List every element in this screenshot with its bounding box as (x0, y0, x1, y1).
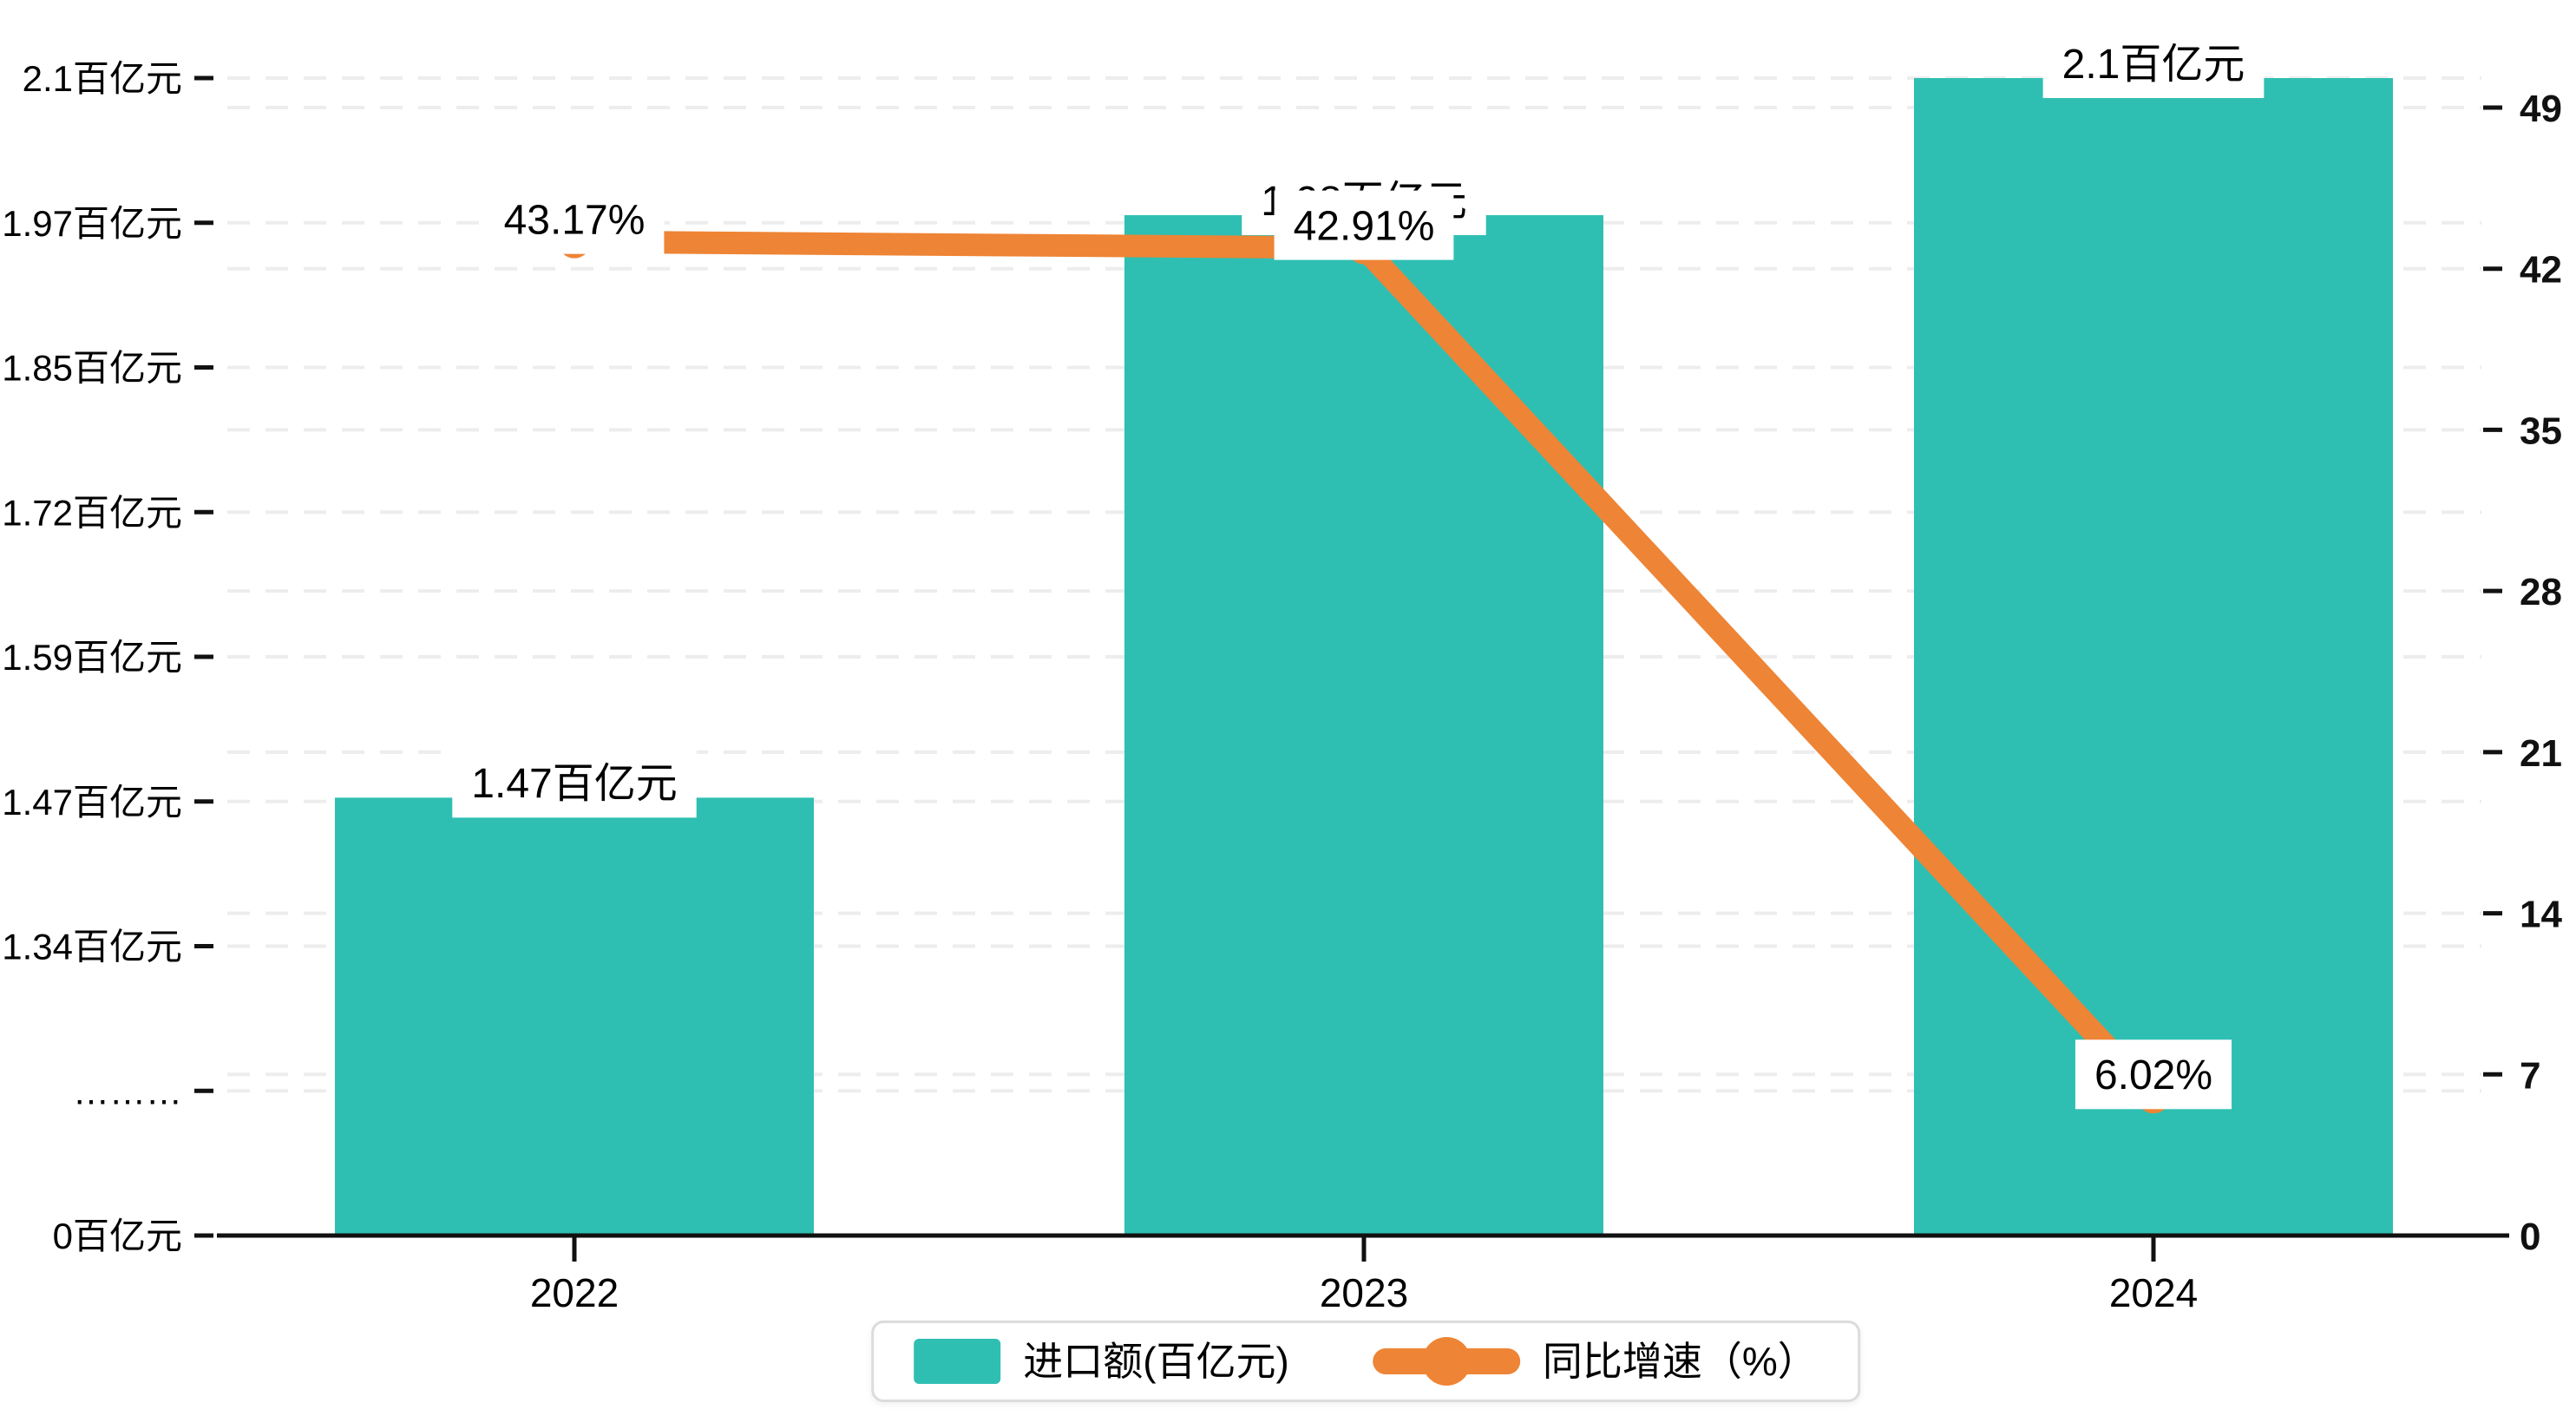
line-label-2022: 43.17% (484, 184, 665, 254)
x-label-2024: 2024 (2109, 1270, 2198, 1315)
x-label-2023: 2023 (1320, 1270, 1408, 1315)
bar-swatch-icon (914, 1339, 1001, 1384)
left-tick-label-0: 0百亿元 (53, 1216, 182, 1256)
left-tick-label-1: ……… (73, 1071, 182, 1111)
line-label-2022-bg (484, 184, 665, 254)
bar-label-2024-bg (2042, 29, 2265, 98)
x-label-2022: 2022 (530, 1270, 619, 1315)
line-marker-icon (1372, 1337, 1520, 1386)
left-tick-label-6: 1.85百亿元 (2, 348, 182, 389)
right-tick-label-2: 14 (2520, 894, 2562, 936)
bar-label-2022-text: 1.47百亿元 (471, 761, 677, 807)
right-tick-label-7: 49 (2520, 88, 2562, 130)
right-tick-label-1: 7 (2520, 1054, 2540, 1097)
right-tick-label-3: 21 (2520, 732, 2562, 775)
left-tick-label-3: 1.47百亿元 (2, 782, 182, 823)
legend: 进口额(百亿元) 同比增速（%） (871, 1321, 1860, 1402)
left-tick-label-5: 1.72百亿元 (2, 492, 182, 533)
line-label-2024: 6.02% (2075, 1039, 2232, 1110)
legend-item-growth[interactable]: 同比增速（%） (1372, 1337, 1818, 1386)
left-tick-label-8: 2.1百亿元 (23, 58, 182, 99)
legend-item-imports[interactable]: 进口额(百亿元) (914, 1339, 1289, 1384)
left-tick-label-7: 1.97百亿元 (2, 203, 182, 244)
legend-label-imports: 进口额(百亿元) (1023, 1339, 1289, 1384)
bar-label-2024-text: 2.1百亿元 (2062, 42, 2245, 88)
line-label-2023-text: 42.91% (1294, 203, 1435, 249)
left-tick-label-4: 1.59百亿元 (2, 637, 182, 678)
bar-label-2022-bg (452, 748, 697, 818)
right-tick-label-4: 28 (2520, 571, 2562, 613)
line-label-2022-text: 43.17% (504, 197, 646, 243)
right-tick-label-0: 0 (2520, 1216, 2540, 1258)
right-tick-label-6: 42 (2520, 249, 2562, 292)
line-label-2024-text: 6.02% (2094, 1052, 2212, 1098)
bar-label-2022: 1.47百亿元 (452, 748, 697, 818)
legend-label-growth: 同比增速（%） (1542, 1339, 1818, 1384)
line-dot-icon (1421, 1337, 1471, 1386)
bar-label-2024: 2.1百亿元 (2042, 29, 2265, 98)
bar-2023[interactable] (1124, 214, 1603, 1236)
right-tick-label-5: 35 (2520, 410, 2562, 452)
line-label-2023-bg (1274, 190, 1454, 260)
left-tick-label-2: 1.34百亿元 (2, 927, 182, 967)
line-label-2024-bg (2075, 1039, 2232, 1110)
bar-2022[interactable] (335, 797, 814, 1236)
line-label-2023: 42.91% (1274, 190, 1454, 260)
